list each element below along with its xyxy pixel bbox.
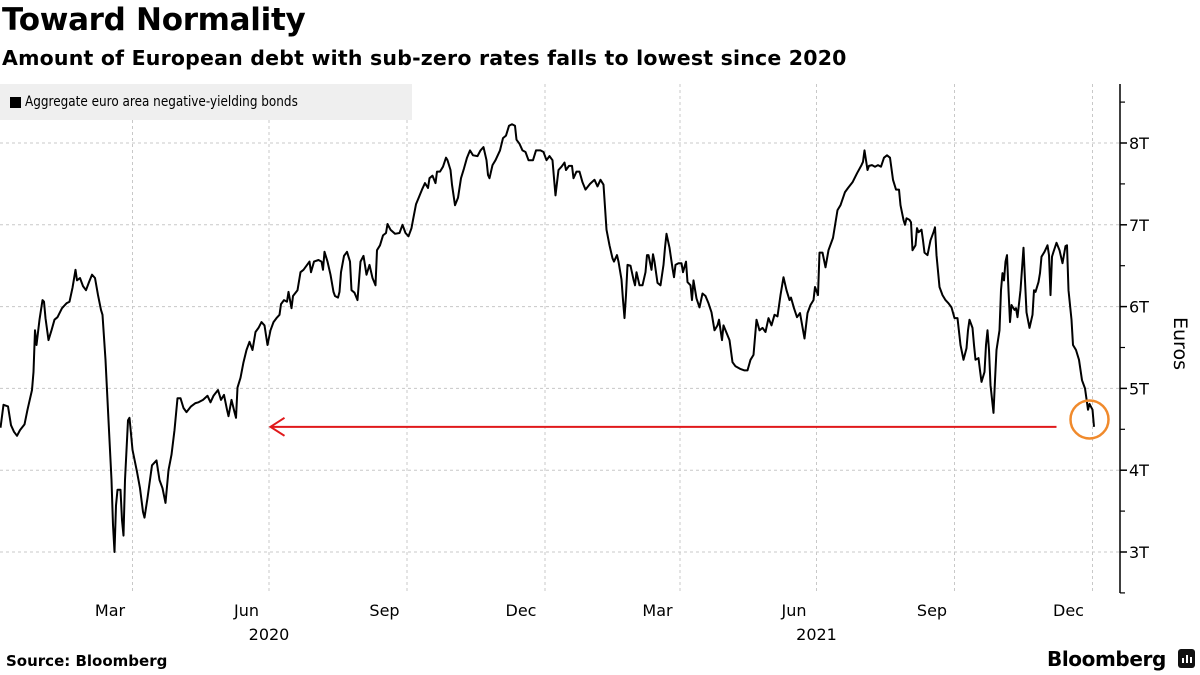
x-month-label: Jun — [233, 601, 259, 620]
legend: Aggregate euro area negative-yielding bo… — [0, 84, 412, 120]
x-axis-labels: Mar Jun Sep Dec Mar Jun Sep Dec 2020 2021 — [95, 601, 1084, 644]
x-month-label: Sep — [369, 601, 399, 620]
x-year-label: 2021 — [796, 625, 837, 644]
y-axis-title: Euros — [1169, 317, 1191, 370]
legend-swatch — [10, 96, 21, 108]
x-month-label: Dec — [1053, 601, 1084, 620]
y-tick-label: 3T — [1129, 543, 1149, 562]
source-note: Source: Bloomberg — [6, 652, 168, 670]
chart-subtitle: Amount of European debt with sub-zero ra… — [2, 46, 847, 70]
x-month-label: Jun — [781, 601, 807, 620]
y-tick-label: 4T — [1129, 461, 1149, 480]
y-tick-label: 8T — [1129, 134, 1149, 153]
x-month-label: Dec — [506, 601, 537, 620]
series-line — [0, 123, 1095, 553]
legend-label: Aggregate euro area negative-yielding bo… — [25, 94, 298, 110]
x-year-label: 2020 — [249, 625, 290, 644]
y-tick-label: 7T — [1129, 216, 1149, 235]
annotations — [268, 399, 1110, 440]
y-axis: 3T 4T 5T 6T 7T 8T — [1119, 84, 1149, 594]
chart-title: Toward Normality — [2, 2, 306, 38]
series-layer — [0, 123, 1095, 553]
arrowhead — [268, 417, 286, 437]
bloomberg-chart-icon — [1178, 649, 1195, 668]
gridlines — [0, 84, 1120, 593]
bloomberg-logo: Bloomberg — [1047, 647, 1166, 671]
x-month-label: Mar — [642, 601, 673, 620]
highlight-circle — [1069, 399, 1110, 440]
y-tick-label: 5T — [1129, 379, 1149, 398]
y-tick-label: 6T — [1129, 298, 1149, 317]
x-month-label: Mar — [95, 601, 126, 620]
x-month-label: Sep — [917, 601, 947, 620]
